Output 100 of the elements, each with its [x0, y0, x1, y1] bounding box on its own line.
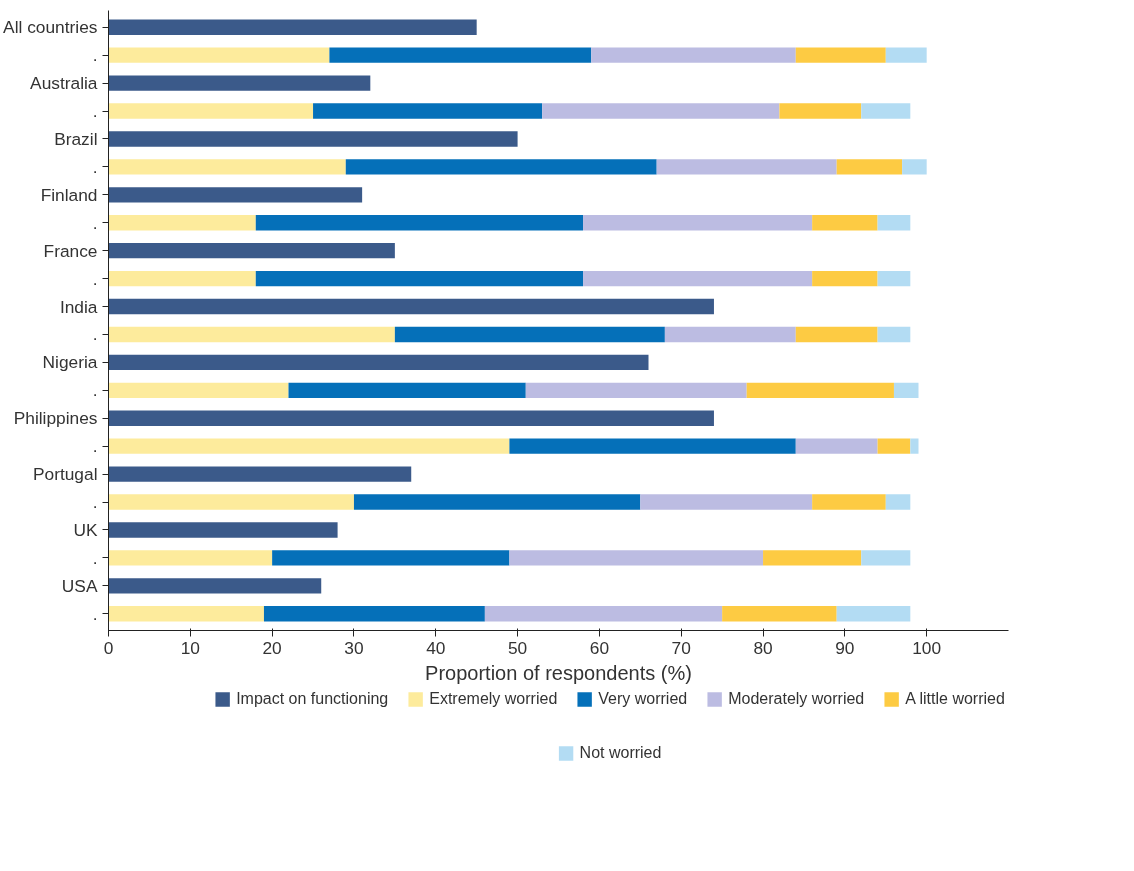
y-tick-label: . — [92, 380, 98, 401]
y-tick-label: Brazil — [54, 128, 98, 149]
legend-label: Not worried — [579, 744, 662, 762]
bar — [640, 494, 813, 510]
bar — [108, 466, 412, 482]
bar — [108, 494, 354, 510]
bar — [108, 187, 363, 203]
bar — [836, 606, 911, 622]
bar — [108, 578, 322, 594]
x-tick-label: 50 — [507, 637, 528, 658]
y-tick-label: France — [43, 240, 98, 261]
bar — [746, 382, 894, 398]
bar — [353, 494, 641, 510]
y-tick-label: India — [59, 296, 98, 317]
legend-label: Moderately worried — [728, 690, 865, 708]
bar — [861, 550, 911, 566]
bar — [108, 438, 510, 454]
x-tick-label: 10 — [180, 637, 200, 658]
bar — [484, 606, 723, 622]
x-tick-label: 70 — [671, 637, 691, 658]
y-tick-label: Nigeria — [42, 352, 98, 373]
bar — [795, 47, 886, 63]
bar — [108, 47, 330, 63]
x-tick-label: 40 — [426, 637, 446, 658]
legend-label: A little worried — [905, 690, 1005, 708]
y-tick-label: . — [92, 436, 98, 457]
bar — [542, 103, 780, 119]
bar — [885, 47, 927, 63]
bar — [108, 298, 714, 315]
bar — [812, 494, 886, 510]
x-tick-label: 100 — [912, 637, 942, 658]
bar — [656, 159, 837, 175]
bar — [795, 326, 878, 343]
bar — [108, 131, 518, 147]
bar — [861, 103, 911, 119]
y-tick-label: UK — [73, 519, 98, 540]
legend-label: Very worried — [598, 690, 688, 708]
bar — [795, 438, 878, 454]
bar — [836, 159, 903, 175]
x-tick-label: 30 — [344, 637, 364, 658]
bar — [108, 103, 314, 119]
bar — [877, 326, 911, 343]
bar — [902, 159, 927, 175]
y-tick-label: . — [92, 212, 98, 233]
y-tick-label: . — [92, 547, 98, 568]
bar — [108, 410, 714, 426]
bar — [722, 606, 837, 622]
x-tick-label: 80 — [753, 637, 773, 658]
bar — [893, 382, 919, 398]
bar — [329, 47, 592, 63]
bar — [591, 47, 796, 63]
bar — [345, 159, 657, 175]
y-tick-label: . — [92, 492, 98, 513]
bar — [108, 270, 256, 287]
bar — [288, 382, 526, 398]
bar — [664, 326, 796, 343]
bar — [108, 159, 346, 175]
legend-label: Impact on functioning — [236, 690, 389, 708]
bar — [877, 438, 911, 454]
bar — [885, 494, 911, 510]
bar — [108, 522, 338, 538]
y-tick-label: Australia — [30, 73, 98, 94]
y-tick-label: . — [92, 45, 98, 66]
x-axis-title: Proportion of respondents (%) — [425, 661, 692, 684]
bar — [108, 326, 395, 343]
bar — [779, 103, 862, 119]
y-tick-label: . — [92, 268, 98, 289]
bar — [255, 215, 584, 231]
x-tick-label: 0 — [103, 637, 114, 658]
bar — [509, 550, 764, 566]
bar — [108, 382, 289, 398]
bar — [877, 270, 911, 287]
bar — [108, 243, 395, 259]
bar — [812, 270, 878, 287]
bar — [509, 438, 796, 454]
x-tick-label: 90 — [835, 637, 855, 658]
bar — [108, 606, 264, 622]
y-tick-label: Philippines — [13, 408, 98, 429]
bar — [108, 19, 477, 35]
y-tick-label: . — [92, 324, 98, 345]
bar — [583, 270, 813, 287]
x-tick-label: 20 — [262, 637, 282, 658]
bar — [394, 326, 665, 343]
y-tick-label: Finland — [40, 184, 98, 205]
bar — [108, 550, 273, 566]
bar — [910, 438, 919, 454]
y-tick-label: . — [92, 156, 98, 177]
bar — [255, 270, 584, 287]
y-tick-label: . — [92, 603, 98, 624]
bar — [108, 75, 371, 91]
bar — [313, 103, 543, 119]
x-tick-label: 60 — [589, 637, 610, 658]
y-tick-label: USA — [61, 575, 98, 596]
y-tick-label: . — [92, 101, 98, 122]
bar — [108, 354, 649, 371]
bar — [812, 215, 878, 231]
y-tick-label: Portugal — [32, 464, 98, 485]
y-tick-label: All countries — [3, 17, 98, 38]
bar — [525, 382, 747, 398]
bar — [263, 606, 485, 622]
